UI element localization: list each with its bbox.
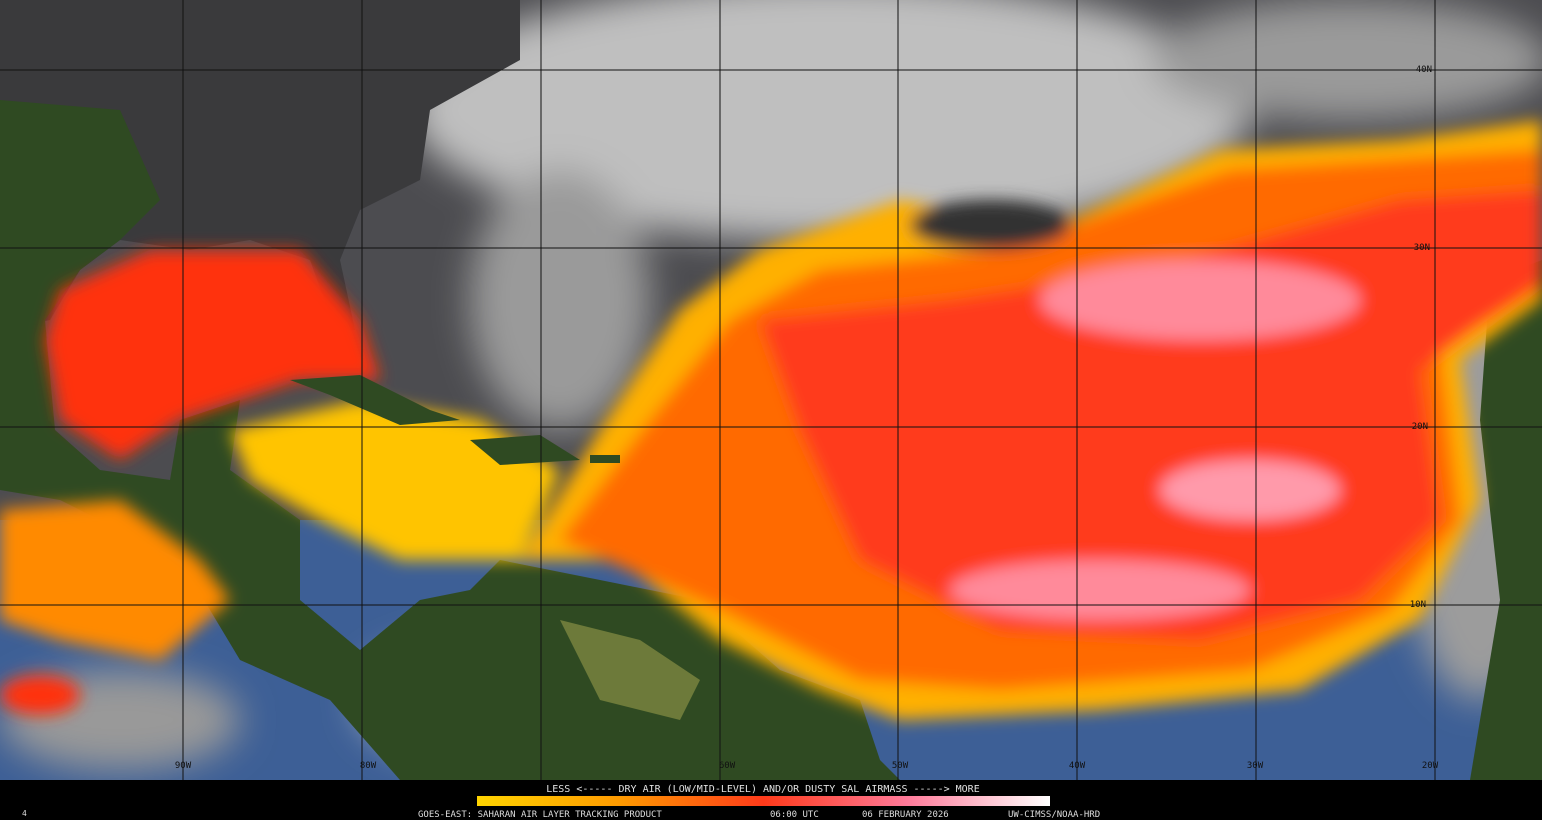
longitude-label: 20W	[1422, 761, 1439, 771]
pacific-sal	[0, 675, 80, 715]
clear-gap	[910, 200, 1070, 250]
latitude-label: 20N	[1412, 422, 1428, 432]
land-tan	[560, 620, 700, 720]
longitude-label: 90W	[175, 761, 192, 771]
land-green	[0, 100, 900, 780]
sal-airmass	[0, 120, 1542, 720]
corner-label: 4	[22, 809, 27, 818]
longitude-label: 40W	[1069, 761, 1086, 771]
longitude-label: 60W	[719, 761, 736, 771]
latitude-labels: 40N 30N 20N 10N	[1410, 65, 1432, 610]
pacific-sal	[0, 500, 230, 660]
longitude-labels: 90W 80W 60W 50W 40W 30W 20W	[175, 761, 1439, 771]
cloud	[1150, 0, 1542, 120]
graticule	[0, 0, 1542, 780]
cuba	[290, 375, 460, 425]
legend-text: LESS <----- DRY AIR (LOW/MID-LEVEL) AND/…	[546, 784, 979, 795]
time: 06:00 UTC	[770, 810, 819, 820]
longitude-label: 30W	[1247, 761, 1264, 771]
latitude-label: 30N	[1414, 243, 1430, 253]
color-scale	[477, 796, 1050, 806]
longitude-label: 80W	[360, 761, 377, 771]
puerto-rico	[590, 455, 620, 463]
north-america-land	[0, 0, 520, 330]
cloud	[410, 0, 1250, 240]
credit: UW-CIMSS/NOAA-HRD	[1008, 810, 1100, 820]
hispaniola	[470, 435, 580, 465]
latitude-label: 40N	[1416, 65, 1432, 75]
sal-pink	[1160, 460, 1340, 520]
longitude-label: 50W	[892, 761, 909, 771]
africa-land	[1470, 260, 1542, 780]
sal-pink	[950, 560, 1250, 620]
date: 06 FEBRUARY 2026	[862, 810, 949, 820]
sal-pink	[1040, 260, 1360, 340]
product-name: GOES-EAST: SAHARAN AIR LAYER TRACKING PR…	[418, 810, 662, 820]
gulf-sal	[45, 250, 380, 460]
cloud	[470, 170, 650, 430]
latitude-label: 10N	[1410, 600, 1426, 610]
